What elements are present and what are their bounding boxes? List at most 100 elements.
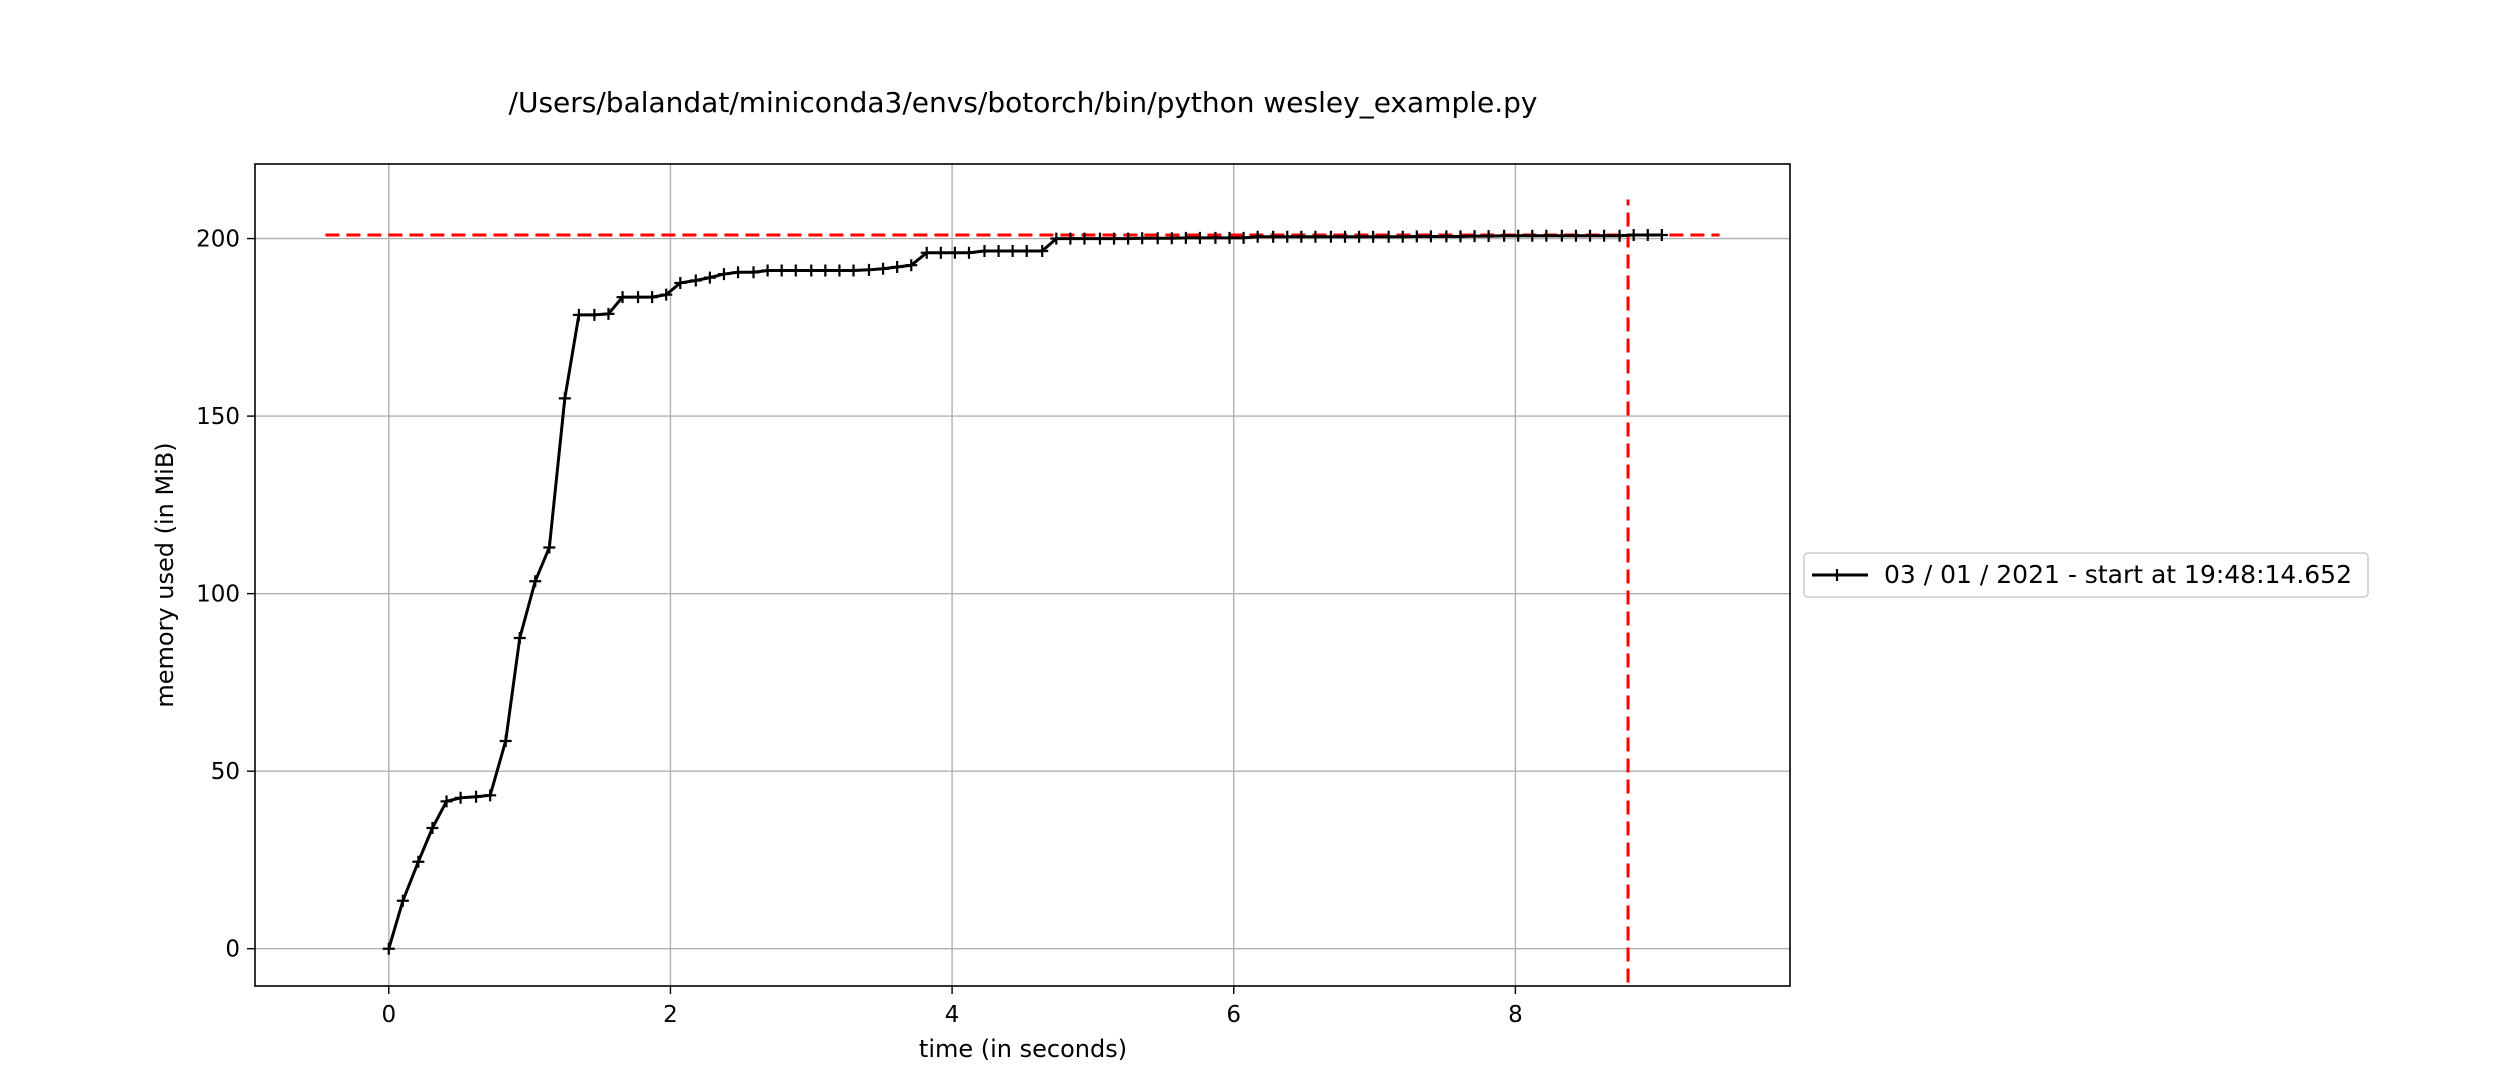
data-point xyxy=(1555,229,1568,242)
data-point xyxy=(948,246,961,259)
data-point xyxy=(819,264,832,277)
x-tick-label: 2 xyxy=(663,1002,678,1028)
data-point xyxy=(1267,230,1280,243)
data-point xyxy=(1050,232,1063,245)
data-point xyxy=(905,259,918,272)
data-point xyxy=(396,894,409,907)
data-point xyxy=(747,266,760,279)
data-point xyxy=(847,264,860,277)
plot-frame xyxy=(254,163,1791,987)
data-point xyxy=(558,392,571,405)
data-point xyxy=(1540,229,1553,242)
data-point xyxy=(1512,229,1525,242)
data-point xyxy=(805,264,818,277)
data-point xyxy=(1209,231,1222,244)
data-point xyxy=(1223,231,1236,244)
data-point xyxy=(660,288,673,301)
data-point xyxy=(1006,244,1019,257)
data-point xyxy=(1627,229,1640,242)
data-point xyxy=(1440,230,1453,243)
data-point xyxy=(529,575,542,588)
data-point xyxy=(616,291,629,304)
data-point xyxy=(1338,230,1351,243)
data-point xyxy=(646,291,659,304)
data-point xyxy=(632,291,645,304)
chart-title: /Users/balandat/miniconda3/envs/botorch/… xyxy=(509,86,1538,119)
data-point xyxy=(689,274,702,287)
data-point xyxy=(440,795,453,808)
data-point xyxy=(1454,230,1467,243)
data-point xyxy=(789,264,802,277)
data-point xyxy=(1424,230,1437,243)
data-point xyxy=(1165,232,1178,245)
data-point xyxy=(454,791,467,804)
data-point xyxy=(891,260,904,273)
data-point xyxy=(572,308,585,321)
data-point xyxy=(470,790,483,803)
data-point xyxy=(703,271,716,284)
data-point xyxy=(1193,231,1206,244)
data-point xyxy=(1179,231,1192,244)
data-point xyxy=(426,821,439,834)
y-tick-label: 50 xyxy=(211,759,240,785)
data-point xyxy=(1367,230,1380,243)
data-point xyxy=(543,541,556,554)
data-point xyxy=(1309,230,1322,243)
legend: 03 / 01 / 2021 - start at 19:48:14.652 xyxy=(1803,552,2369,598)
data-point xyxy=(1396,230,1409,243)
series-layer xyxy=(382,229,1668,955)
legend-marker xyxy=(1831,569,1843,581)
data-point xyxy=(1237,231,1250,244)
data-point xyxy=(1641,229,1654,242)
data-point xyxy=(761,264,774,277)
data-point xyxy=(1064,232,1077,245)
y-tick-label: 100 xyxy=(196,582,240,608)
data-point xyxy=(1498,229,1511,242)
y-axis-label: memory used (in MiB) xyxy=(151,442,179,707)
data-point xyxy=(962,246,975,259)
x-axis-label: time (in seconds) xyxy=(919,1035,1127,1063)
data-point xyxy=(877,262,890,275)
legend-label: 03 / 01 / 2021 - start at 19:48:14.652 xyxy=(1884,560,2352,589)
data-point xyxy=(513,632,526,645)
data-point xyxy=(1353,230,1366,243)
data-point xyxy=(920,246,933,259)
data-point xyxy=(833,264,846,277)
data-point xyxy=(1295,230,1308,243)
x-tick-label: 6 xyxy=(1226,1002,1241,1028)
data-point xyxy=(1410,230,1423,243)
grid xyxy=(255,164,1790,986)
data-point xyxy=(863,263,875,276)
data-point xyxy=(992,244,1005,257)
data-point xyxy=(674,276,687,289)
data-point xyxy=(775,264,788,277)
data-point xyxy=(499,734,512,747)
x-tick-label: 8 xyxy=(1508,1002,1523,1028)
data-point xyxy=(1526,229,1539,242)
data-point xyxy=(732,266,745,279)
x-tick-label: 4 xyxy=(945,1002,960,1028)
y-tick-label: 200 xyxy=(196,227,240,253)
data-point xyxy=(484,789,497,802)
data-point xyxy=(1036,244,1049,257)
data-point xyxy=(412,855,425,868)
data-point xyxy=(1324,230,1337,243)
data-point xyxy=(1598,229,1611,242)
data-point xyxy=(1078,232,1091,245)
data-point xyxy=(382,942,395,955)
data-point xyxy=(934,246,947,259)
data-point xyxy=(1108,232,1121,245)
data-point xyxy=(1151,232,1164,245)
data-point xyxy=(1122,232,1135,245)
data-point xyxy=(1020,244,1033,257)
data-point xyxy=(1468,230,1481,243)
data-point xyxy=(1251,230,1264,243)
data-point xyxy=(1613,229,1626,242)
data-point xyxy=(1382,230,1395,243)
data-point xyxy=(602,307,615,320)
data-point xyxy=(1281,230,1294,243)
data-point xyxy=(1584,229,1597,242)
x-tick-label: 0 xyxy=(381,1002,396,1028)
legend-frame xyxy=(1803,552,2369,598)
